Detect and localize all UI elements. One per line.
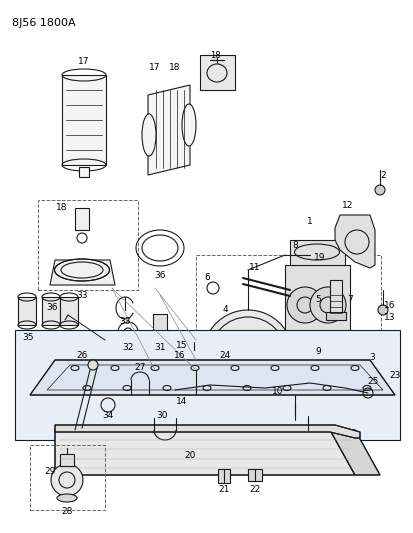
Text: 32: 32 xyxy=(122,343,134,352)
Polygon shape xyxy=(55,425,360,438)
Bar xyxy=(60,454,74,466)
Bar xyxy=(30,445,105,510)
Text: 27: 27 xyxy=(134,364,146,373)
Bar xyxy=(218,469,230,483)
Polygon shape xyxy=(50,260,115,285)
Bar xyxy=(289,387,301,395)
Circle shape xyxy=(51,464,83,496)
Text: 16: 16 xyxy=(384,302,396,311)
Bar xyxy=(248,469,262,481)
Bar xyxy=(42,297,60,325)
Bar xyxy=(326,312,346,320)
Text: 36: 36 xyxy=(46,303,58,312)
Text: 25: 25 xyxy=(367,377,379,386)
Text: 24: 24 xyxy=(219,351,230,359)
Polygon shape xyxy=(335,215,375,268)
Text: 12: 12 xyxy=(342,200,354,209)
Bar xyxy=(285,265,350,335)
Text: 26: 26 xyxy=(76,351,88,359)
Text: 21: 21 xyxy=(218,486,230,495)
Text: 16: 16 xyxy=(174,351,186,359)
Text: 17: 17 xyxy=(78,58,90,67)
Text: 10: 10 xyxy=(272,387,284,397)
Text: 30: 30 xyxy=(156,410,168,419)
Ellipse shape xyxy=(57,494,77,502)
Circle shape xyxy=(287,287,323,323)
Polygon shape xyxy=(330,430,380,475)
Text: 20: 20 xyxy=(184,450,196,459)
Polygon shape xyxy=(148,85,190,175)
Bar xyxy=(200,55,235,90)
Text: 7: 7 xyxy=(347,295,353,304)
Ellipse shape xyxy=(315,347,375,377)
Text: 19: 19 xyxy=(314,254,326,262)
Text: 14: 14 xyxy=(176,398,188,407)
Bar xyxy=(38,200,138,290)
Bar xyxy=(153,314,167,332)
Text: 1: 1 xyxy=(307,217,313,227)
Polygon shape xyxy=(30,360,395,395)
Text: 18: 18 xyxy=(169,63,181,72)
Ellipse shape xyxy=(294,244,339,260)
Text: 28: 28 xyxy=(61,507,73,516)
Bar xyxy=(18,297,36,325)
Text: 23: 23 xyxy=(389,370,401,379)
Circle shape xyxy=(310,287,346,323)
Text: 8J56 1800A: 8J56 1800A xyxy=(12,18,76,28)
Text: 15: 15 xyxy=(176,341,188,350)
Circle shape xyxy=(378,305,388,315)
Bar xyxy=(330,280,342,315)
Text: 18: 18 xyxy=(210,51,220,60)
Text: 17: 17 xyxy=(149,63,161,72)
Bar xyxy=(79,167,89,177)
Ellipse shape xyxy=(182,104,196,146)
Text: 9: 9 xyxy=(315,348,321,357)
Text: 29: 29 xyxy=(44,467,56,477)
Text: 3: 3 xyxy=(369,353,375,362)
Polygon shape xyxy=(15,330,400,440)
Bar xyxy=(190,363,202,370)
Text: 2: 2 xyxy=(380,171,386,180)
Text: 33: 33 xyxy=(76,292,88,301)
Polygon shape xyxy=(55,430,355,475)
Bar xyxy=(62,75,106,165)
Circle shape xyxy=(203,310,293,400)
Text: 13: 13 xyxy=(384,313,396,322)
Circle shape xyxy=(375,185,385,195)
Text: 36: 36 xyxy=(154,271,166,279)
Ellipse shape xyxy=(142,114,156,156)
Text: 33: 33 xyxy=(119,318,131,327)
Bar xyxy=(60,297,78,325)
Bar xyxy=(75,208,89,230)
Text: 11: 11 xyxy=(249,263,261,272)
Text: 18: 18 xyxy=(56,204,68,213)
Text: 22: 22 xyxy=(249,486,261,495)
Text: 35: 35 xyxy=(22,334,34,343)
Bar xyxy=(188,371,204,377)
Text: 8: 8 xyxy=(292,240,298,249)
Bar xyxy=(290,240,345,265)
Text: 6: 6 xyxy=(204,273,210,282)
Text: 34: 34 xyxy=(102,411,114,421)
Text: 5: 5 xyxy=(315,295,321,304)
Circle shape xyxy=(88,360,98,370)
Bar xyxy=(196,255,381,440)
Text: 4: 4 xyxy=(222,305,228,314)
Ellipse shape xyxy=(55,259,109,281)
Text: 31: 31 xyxy=(154,343,166,352)
